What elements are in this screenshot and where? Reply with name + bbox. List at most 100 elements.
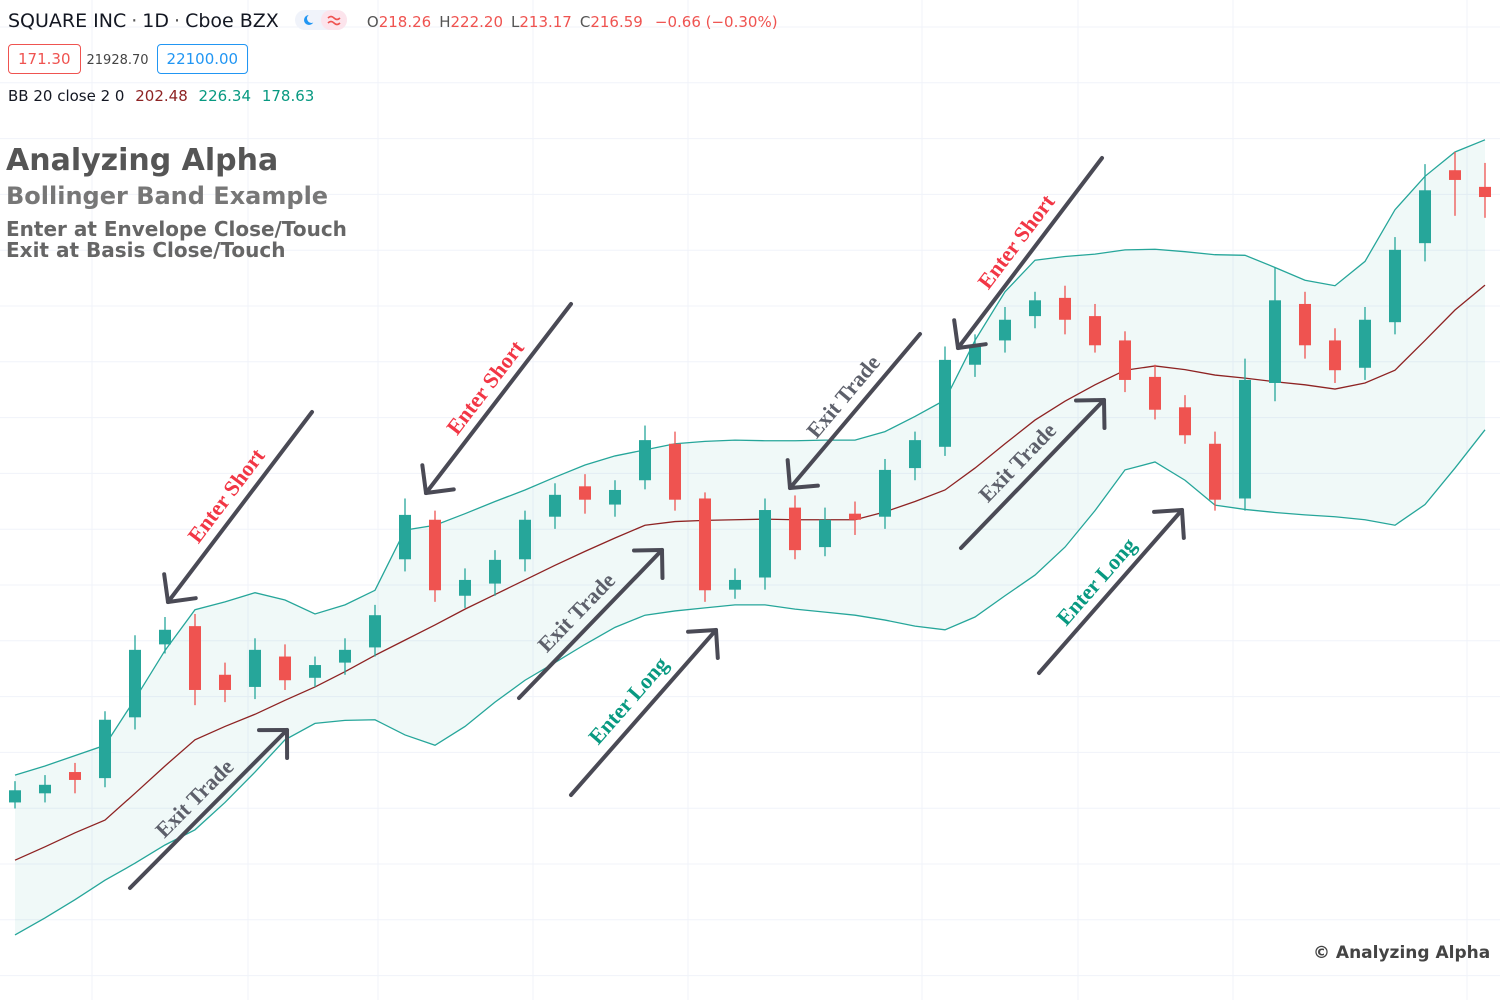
- candle-body: [969, 345, 981, 365]
- arrow-head: [956, 342, 988, 350]
- change: −0.66 (−0.30%): [654, 13, 778, 31]
- candle-body: [159, 629, 171, 645]
- candle-body: [399, 514, 411, 560]
- candle-body: [99, 719, 111, 779]
- candle-body: [1329, 340, 1341, 371]
- price-box[interactable]: 171.30: [8, 44, 81, 74]
- symbol: SQUARE INC: [8, 10, 127, 32]
- status-icons[interactable]: [294, 9, 347, 31]
- arrow-head: [424, 487, 456, 495]
- upper-value: 226.34: [198, 87, 252, 105]
- arrow-head: [714, 628, 720, 660]
- ohlc-value: 216.59: [590, 13, 643, 31]
- separator: ·: [174, 10, 181, 32]
- lower-value: 178.63: [261, 87, 315, 105]
- candle-body: [69, 772, 81, 780]
- candle-body: [249, 649, 261, 687]
- price-box[interactable]: 22100.00: [156, 44, 249, 74]
- arrow-shaft: [959, 398, 1106, 550]
- candle-body: [1419, 190, 1431, 244]
- candle-body: [1029, 300, 1041, 317]
- candle-body: [219, 674, 231, 690]
- candle-body: [429, 519, 441, 591]
- candle-body: [609, 489, 621, 505]
- candle-body: [1479, 186, 1491, 198]
- candle-body: [699, 498, 711, 591]
- candle-body: [669, 443, 681, 500]
- candle-body: [639, 440, 651, 481]
- ohlc-label: H: [439, 13, 451, 31]
- basis-line: [14, 284, 1486, 861]
- arrow-shaft: [569, 628, 718, 797]
- candle-body: [1269, 300, 1281, 383]
- basis-value: 202.48: [135, 87, 188, 105]
- arrow-head: [785, 458, 792, 490]
- candle-body: [1359, 319, 1371, 368]
- candle-body: [369, 615, 381, 648]
- candle-body: [1089, 316, 1101, 346]
- upper-band: [14, 139, 1486, 776]
- candle-body: [549, 494, 561, 517]
- annotation: Enter Long: [583, 652, 673, 749]
- arrow-head: [162, 572, 170, 604]
- arrow-shaft: [517, 548, 664, 700]
- overlay-line: Enter at Envelope Close/Touch: [6, 217, 347, 241]
- candle-body: [1149, 376, 1161, 410]
- exchange: Cboe BZX: [185, 10, 279, 32]
- arrow-head: [1180, 508, 1186, 540]
- arrow-shaft: [788, 332, 922, 490]
- ohlc-label: L: [511, 13, 520, 31]
- arrow-head: [952, 318, 960, 350]
- annotation: Exit Trade: [801, 350, 885, 443]
- arrow-shaft: [956, 156, 1104, 350]
- arrow-head: [420, 463, 428, 495]
- candle-body: [489, 559, 501, 584]
- ohlc: O218.26 H222.20 L213.17 C216.59: [359, 13, 643, 31]
- indicator-line: BB 20 close 2 0 202.48 226.34 178.63: [8, 87, 314, 105]
- arrow-head: [166, 596, 198, 604]
- candle-body: [759, 510, 771, 578]
- candle-body: [279, 656, 291, 681]
- arrow-head: [686, 628, 718, 634]
- candle-body: [579, 486, 591, 500]
- indicator-name[interactable]: BB 20 close 2 0: [8, 87, 125, 105]
- candle-body: [849, 513, 861, 520]
- ohlc-value: 213.17: [519, 13, 572, 31]
- ohlc-value: 218.26: [378, 13, 432, 31]
- candle-body: [9, 790, 21, 803]
- candle-body: [1389, 249, 1401, 323]
- candle-body: [999, 319, 1011, 341]
- band-fill: [15, 139, 1485, 935]
- ohlc-value: 222.20: [450, 13, 504, 31]
- ohlc-label: O: [366, 13, 379, 31]
- candle-body: [939, 359, 951, 447]
- candle-body: [729, 579, 741, 590]
- candle-body: [519, 519, 531, 560]
- candle-body: [1209, 443, 1221, 500]
- candle-body: [909, 440, 921, 469]
- arrow-head: [1152, 508, 1184, 514]
- arrow-shaft: [1037, 508, 1184, 675]
- overlay-title: Analyzing Alpha: [6, 143, 279, 178]
- candle-body: [39, 784, 51, 794]
- candle-body: [1119, 340, 1131, 380]
- spread: 21928.70: [86, 53, 149, 68]
- candle-body: [1299, 303, 1311, 346]
- arrow-shaft: [166, 410, 314, 604]
- interval[interactable]: 1D: [142, 10, 170, 32]
- candle-body: [819, 519, 831, 548]
- candle-body: [1179, 407, 1191, 436]
- candle-body: [309, 665, 321, 678]
- candle-body: [339, 649, 351, 663]
- symbol-line: SQUARE INC · 1D · Cboe BZX O218.26 H222.20 L21…: [8, 9, 778, 32]
- lower-band: [14, 429, 1486, 936]
- arrow-head: [788, 483, 820, 490]
- overlay-subtitle: Bollinger Band Example: [6, 182, 329, 210]
- watermark: © Analyzing Alpha: [1313, 943, 1491, 963]
- candle-body: [189, 626, 201, 690]
- candle-body: [1449, 170, 1461, 180]
- candle-body: [1059, 297, 1071, 320]
- separator: ·: [131, 10, 138, 32]
- overlay-line: Exit at Basis Close/Touch: [6, 238, 286, 262]
